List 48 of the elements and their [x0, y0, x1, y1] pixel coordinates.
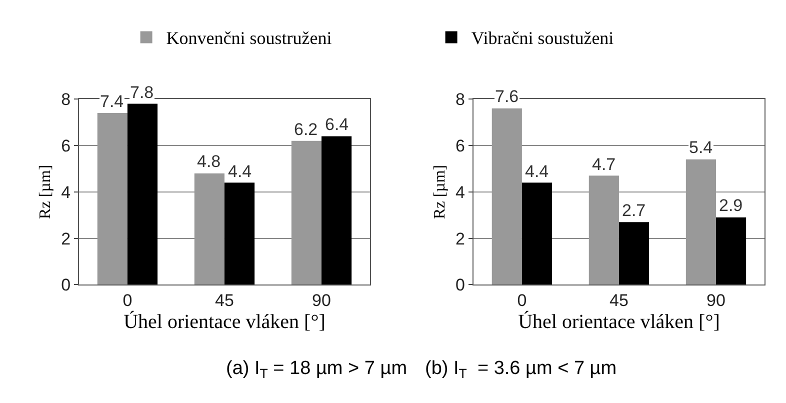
y-tick-label: 4 — [456, 182, 466, 202]
x-tick-label: 45 — [215, 291, 234, 310]
data-label: 4.4 — [525, 162, 549, 181]
data-label: 2.7 — [622, 201, 646, 220]
bar — [588, 176, 619, 285]
data-label: 2.9 — [719, 196, 743, 215]
y-axis-title: Rz [µm] — [431, 164, 448, 219]
bar — [224, 182, 255, 285]
data-label: 4.7 — [592, 155, 616, 174]
x-tick-label: 0 — [517, 291, 527, 310]
bar — [492, 108, 522, 285]
y-tick-label: 6 — [456, 136, 466, 156]
y-tick-label: 2 — [61, 229, 71, 248]
legend-label: Vibračni soustuženi — [471, 28, 614, 48]
bar — [291, 140, 322, 285]
y-tick-label: 0 — [61, 276, 71, 295]
x-tick-label: 0 — [122, 291, 132, 310]
bar — [522, 182, 552, 285]
data-label: 4.4 — [228, 162, 252, 181]
data-label: 6.2 — [294, 120, 318, 139]
y-tick-label: 0 — [456, 276, 466, 295]
bar — [322, 136, 352, 285]
y-axis-title: Rz [µm] — [36, 164, 54, 219]
x-tick-label: 90 — [706, 291, 726, 310]
bar — [97, 113, 128, 285]
x-tick-label: 45 — [610, 291, 628, 310]
data-label: 7.8 — [130, 83, 154, 102]
y-tick-label: 6 — [61, 136, 71, 156]
text: (a) I$_{T}$ = 18 µm > 7 µm — [226, 358, 408, 381]
bar — [716, 217, 746, 285]
bar — [127, 104, 158, 285]
y-tick-label: 8 — [456, 90, 466, 110]
data-label: 7.6 — [495, 87, 519, 106]
bar — [686, 159, 716, 285]
y-tick-label: 4 — [61, 182, 71, 202]
data-label: 6.4 — [325, 115, 349, 134]
x-axis-title: Úhel orientace vláken [°] — [124, 310, 326, 334]
legend-label: Konvenčni soustruženi — [166, 28, 332, 48]
x-tick-label: 90 — [312, 291, 331, 310]
data-label: 5.4 — [689, 138, 713, 157]
bar — [618, 222, 650, 285]
data-label: 4.8 — [197, 152, 221, 171]
x-axis-title: Úhel orientace vláken [°] — [518, 310, 720, 334]
y-tick-label: 8 — [61, 90, 71, 110]
text: (b) I$_{T}$ = 3.6 µm < 7 µm — [425, 358, 617, 381]
y-tick-label: 2 — [456, 229, 466, 248]
data-label: 7.4 — [100, 92, 124, 111]
bar — [194, 173, 224, 285]
